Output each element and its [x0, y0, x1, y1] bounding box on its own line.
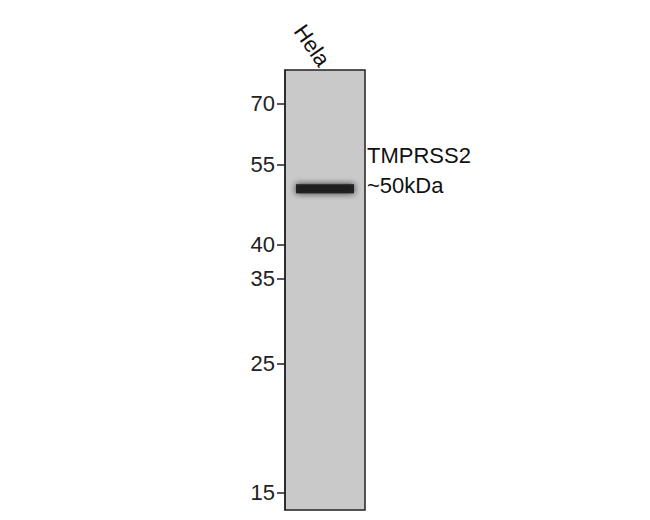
svg-text:70: 70: [251, 91, 275, 116]
svg-text:15: 15: [251, 480, 275, 505]
svg-text:~50kDa: ~50kDa: [367, 173, 444, 198]
svg-text:40: 40: [251, 232, 275, 257]
svg-text:35: 35: [251, 266, 275, 291]
svg-text:55: 55: [251, 152, 275, 177]
svg-text:Hela: Hela: [289, 20, 336, 72]
svg-text:TMPRSS2: TMPRSS2: [367, 143, 471, 168]
svg-text:25: 25: [251, 351, 275, 376]
